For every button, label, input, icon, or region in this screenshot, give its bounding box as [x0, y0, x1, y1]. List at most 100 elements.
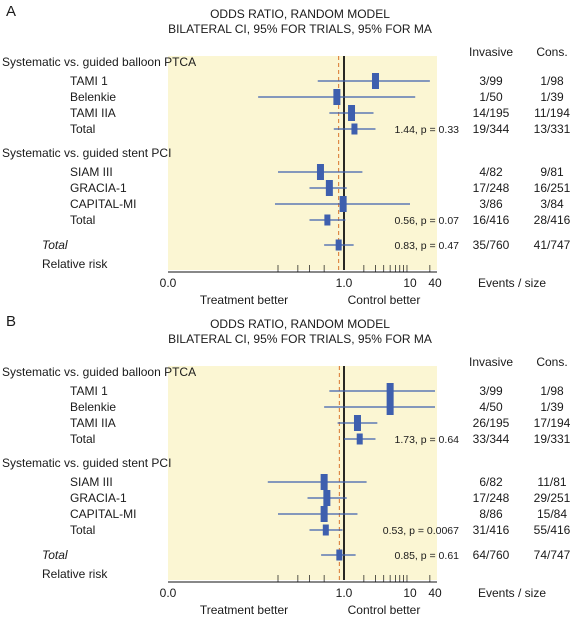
x-tick-label: 1.0	[336, 586, 353, 600]
events-cons: 1/39	[540, 90, 564, 104]
events-invasive: 14/195	[473, 106, 510, 120]
events-invasive: 1/50	[479, 90, 503, 104]
point-estimate-marker	[348, 105, 356, 121]
study-label: SIAM III	[70, 165, 113, 179]
study-label: TAMI IIA	[70, 106, 116, 120]
study-label: Total	[70, 122, 95, 136]
events-invasive: 8/86	[479, 507, 503, 521]
point-estimate-marker	[353, 415, 361, 431]
x-tick-label: 10	[403, 586, 417, 600]
events-cons: 28/416	[534, 213, 570, 227]
events-cons: 13/331	[534, 122, 570, 136]
events-cons: 15/84	[537, 507, 567, 521]
plot-background	[168, 56, 437, 270]
study-label: Total	[70, 523, 95, 537]
events-cons: 16/251	[534, 181, 570, 195]
events-cons: 9/81	[540, 165, 564, 179]
study-label: GRACIA-1	[70, 491, 127, 505]
events-size-label: Events / size	[478, 586, 546, 600]
chart-title: ODDS RATIO, RANDOM MODEL	[210, 7, 390, 21]
events-cons: 55/416	[534, 523, 570, 537]
point-estimate-marker	[386, 383, 394, 399]
x-tick-label: 1.0	[336, 276, 353, 290]
x-better-left-label: Treatment better	[200, 603, 288, 617]
point-estimate-marker	[323, 490, 331, 506]
point-estimate-marker	[324, 214, 331, 226]
events-cons: 19/331	[534, 432, 570, 446]
pooled-stat-label: 1.44, p = 0.33	[394, 124, 459, 136]
point-estimate-marker	[356, 433, 363, 445]
events-cons: 11/194	[534, 106, 570, 120]
point-estimate-marker	[336, 549, 343, 561]
point-estimate-marker	[325, 180, 333, 196]
events-invasive: 16/416	[473, 213, 510, 227]
events-invasive: 3/99	[479, 384, 503, 398]
events-invasive: 17/248	[473, 181, 510, 195]
point-estimate-marker	[339, 196, 347, 212]
events-cons: 11/81	[537, 475, 566, 489]
events-cons: 41/747	[534, 238, 570, 252]
study-label: Total	[70, 432, 95, 446]
study-label: TAMI 1	[70, 74, 108, 88]
panel-letter: B	[6, 313, 16, 330]
study-label: Belenkie	[70, 400, 116, 414]
events-cons: 17/194	[534, 416, 570, 430]
point-estimate-marker	[333, 89, 341, 105]
pooled-stat-label: 0.56, p = 0.07	[394, 215, 459, 227]
events-cons: 74/747	[534, 548, 570, 562]
chart-subtitle: BILATERAL CI, 95% FOR TRIALS, 95% FOR MA	[168, 22, 432, 36]
events-cons: 29/251	[534, 491, 570, 505]
events-cons: 1/39	[540, 400, 564, 414]
study-label: CAPITAL-MI	[70, 197, 136, 211]
x-better-right-label: Control better	[348, 603, 421, 617]
point-estimate-marker	[320, 474, 328, 490]
events-invasive: 4/82	[479, 165, 503, 179]
study-label: Total	[42, 238, 68, 252]
study-label: SIAM III	[70, 475, 113, 489]
pooled-stat-label: 0.85, p = 0.61	[394, 550, 459, 562]
point-estimate-marker	[316, 164, 324, 180]
study-label: TAMI IIA	[70, 416, 116, 430]
x-better-left-label: Treatment better	[200, 293, 288, 307]
group-header: Systematic vs. guided stent PCI	[2, 146, 171, 160]
pooled-stat-label: 0.83, p = 0.47	[394, 240, 459, 252]
x-tick-label: 10	[403, 276, 417, 290]
group-header: Systematic vs. guided balloon PTCA	[2, 365, 196, 379]
events-invasive: 3/99	[479, 74, 503, 88]
x-tick-label: 0.0	[160, 586, 177, 600]
column-header-invasive: Invasive	[469, 45, 513, 59]
events-cons: 1/98	[540, 74, 564, 88]
point-estimate-marker	[351, 123, 358, 135]
study-label: Belenkie	[70, 90, 116, 104]
events-invasive: 33/344	[473, 432, 510, 446]
point-estimate-marker	[335, 239, 342, 251]
relative-risk-label: Relative risk	[42, 257, 108, 271]
study-label: TAMI 1	[70, 384, 108, 398]
x-tick-label: 40	[428, 276, 442, 290]
group-header: Systematic vs. guided balloon PTCA	[2, 55, 196, 69]
point-estimate-marker	[371, 73, 379, 89]
events-cons: 1/98	[540, 384, 564, 398]
chart-title: ODDS RATIO, RANDOM MODEL	[210, 317, 390, 331]
point-estimate-marker	[320, 506, 328, 522]
pooled-stat-label: 0.53, p = 0.0067	[383, 525, 459, 537]
column-header-invasive: Invasive	[469, 355, 513, 369]
events-invasive: 6/82	[479, 475, 503, 489]
study-label: CAPITAL-MI	[70, 507, 136, 521]
x-tick-label: 40	[428, 586, 442, 600]
plot-background	[168, 366, 437, 580]
pooled-stat-label: 1.73, p = 0.64	[394, 434, 459, 446]
events-invasive: 35/760	[473, 238, 510, 252]
study-label: Total	[42, 548, 68, 562]
events-invasive: 64/760	[473, 548, 510, 562]
events-invasive: 19/344	[473, 122, 510, 136]
chart-subtitle: BILATERAL CI, 95% FOR TRIALS, 95% FOR MA	[168, 332, 432, 346]
events-invasive: 31/416	[473, 523, 510, 537]
events-cons: 3/84	[540, 197, 564, 211]
column-header-cons: Cons.	[536, 45, 567, 59]
study-label: GRACIA-1	[70, 181, 127, 195]
study-label: Total	[70, 213, 95, 227]
events-invasive: 17/248	[473, 491, 510, 505]
